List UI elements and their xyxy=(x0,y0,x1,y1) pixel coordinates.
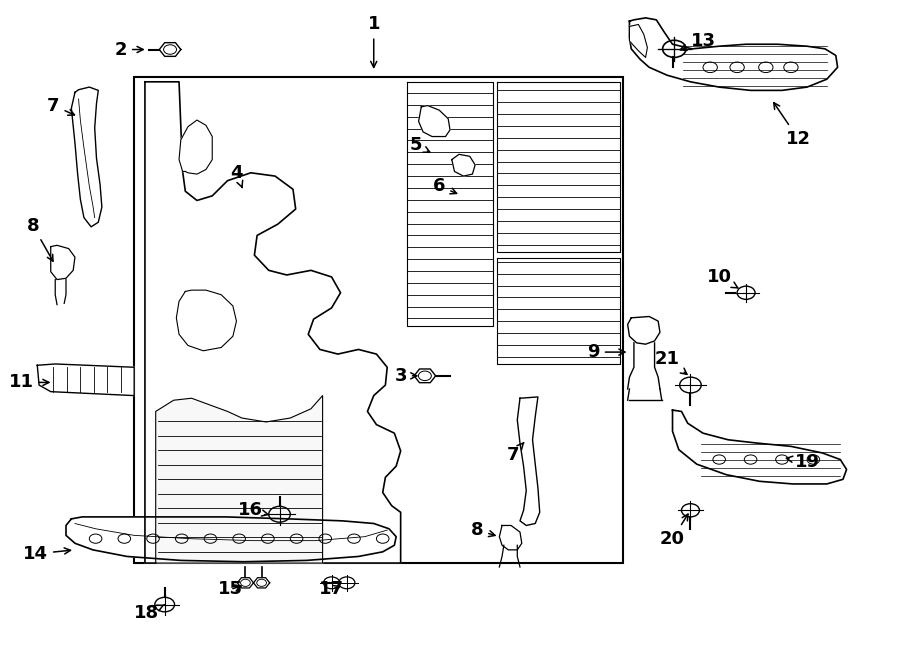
Text: 6: 6 xyxy=(433,177,456,195)
Text: 21: 21 xyxy=(654,350,687,374)
Bar xyxy=(134,77,623,563)
Polygon shape xyxy=(629,18,838,91)
Polygon shape xyxy=(37,364,134,396)
Text: 9: 9 xyxy=(588,343,625,361)
Text: 19: 19 xyxy=(787,453,820,471)
Polygon shape xyxy=(497,82,620,252)
Polygon shape xyxy=(179,120,212,174)
Text: 12: 12 xyxy=(774,103,811,148)
Polygon shape xyxy=(50,246,75,279)
Text: 4: 4 xyxy=(230,164,243,187)
Polygon shape xyxy=(672,410,847,484)
Text: 10: 10 xyxy=(706,268,738,288)
Text: 11: 11 xyxy=(9,373,49,391)
Text: 18: 18 xyxy=(134,604,165,622)
Text: 3: 3 xyxy=(394,367,417,385)
Text: 20: 20 xyxy=(660,514,688,547)
Text: 8: 8 xyxy=(26,216,53,261)
Text: 5: 5 xyxy=(410,136,430,154)
Polygon shape xyxy=(500,526,522,550)
Text: 1: 1 xyxy=(367,15,380,68)
Polygon shape xyxy=(66,517,396,562)
Text: 7: 7 xyxy=(507,443,524,464)
Text: 7: 7 xyxy=(47,97,75,115)
Polygon shape xyxy=(176,290,237,351)
Polygon shape xyxy=(145,82,400,563)
Polygon shape xyxy=(497,258,620,364)
Text: 15: 15 xyxy=(218,581,243,598)
Text: 16: 16 xyxy=(238,501,269,519)
Polygon shape xyxy=(407,82,493,326)
Polygon shape xyxy=(156,396,322,563)
Text: 14: 14 xyxy=(23,545,70,563)
Text: 8: 8 xyxy=(471,521,495,539)
Polygon shape xyxy=(452,154,475,176)
Text: 13: 13 xyxy=(680,32,716,50)
Text: 2: 2 xyxy=(114,40,143,58)
Polygon shape xyxy=(71,87,102,227)
Polygon shape xyxy=(629,24,647,58)
Text: 17: 17 xyxy=(320,581,344,598)
Polygon shape xyxy=(518,397,540,526)
Polygon shape xyxy=(627,316,660,344)
Polygon shape xyxy=(418,105,450,136)
